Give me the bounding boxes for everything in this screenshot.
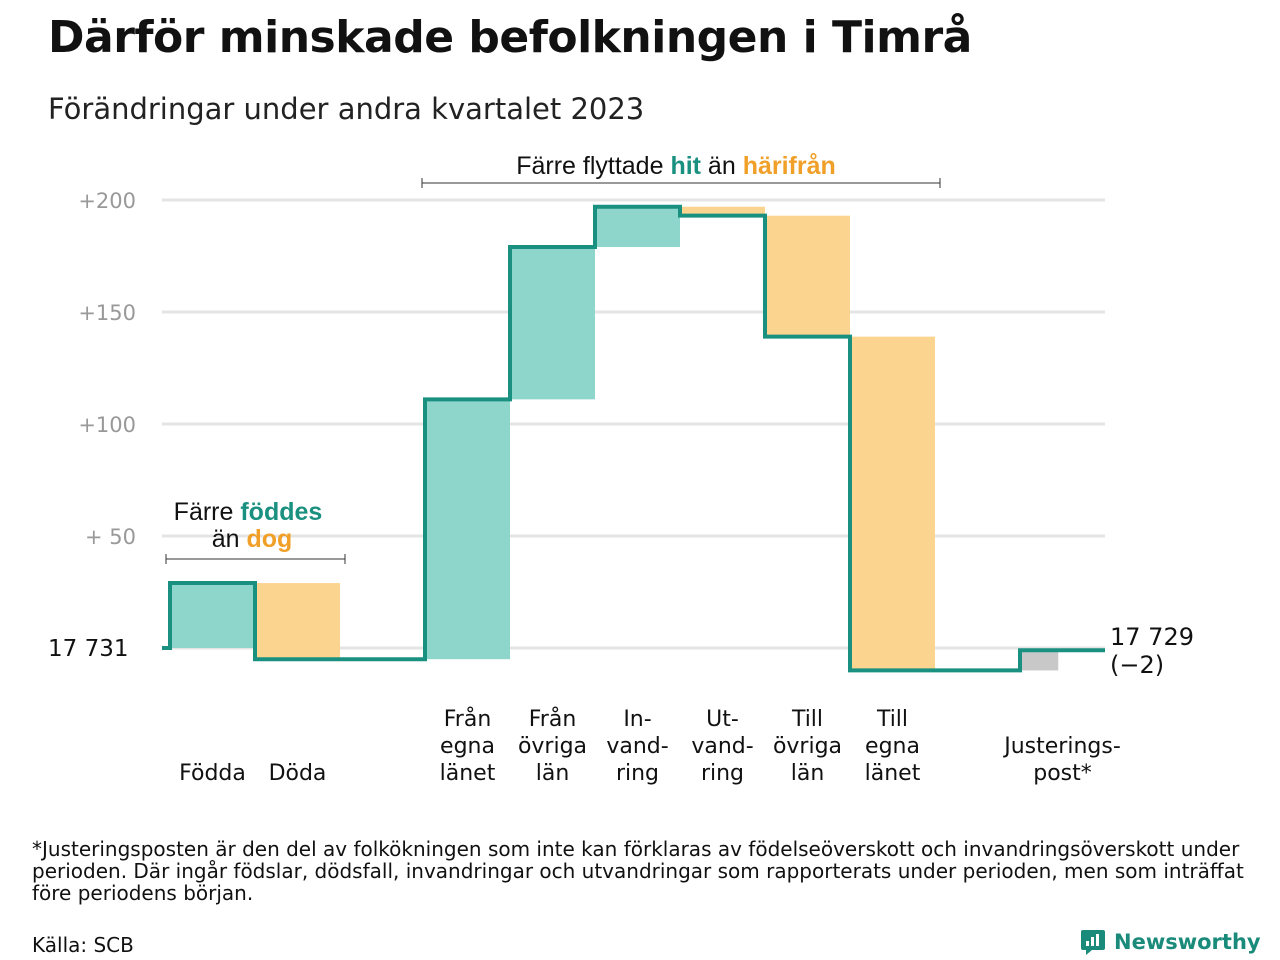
brand: Newsworthy	[1080, 928, 1261, 956]
category-label: egna	[865, 734, 920, 759]
category-label: övriga	[518, 734, 587, 759]
category-label: länet	[865, 761, 921, 786]
source-label: Källa: SCB	[32, 933, 134, 957]
waterfall-bar	[595, 206, 680, 248]
end-change-label: (−2)	[1110, 651, 1164, 679]
category-label: vand-	[606, 734, 668, 759]
category-label: post*	[1033, 761, 1092, 786]
category-label: Ut-	[706, 707, 739, 732]
category-label: Från	[529, 706, 577, 732]
waterfall-bar	[170, 583, 255, 648]
migration-annotation: Färre flyttade hit än härifrån	[516, 152, 836, 180]
start-value-label: 17 731	[48, 636, 128, 662]
y-tick-label: +100	[78, 413, 136, 437]
page-subtitle: Förändringar under andra kvartalet 2023	[48, 92, 645, 126]
y-tick-label: +150	[78, 301, 136, 325]
category-label: Till	[876, 707, 908, 732]
category-label: ring	[616, 761, 659, 786]
category-label: Justerings-	[1002, 734, 1121, 759]
category-label: Döda	[269, 761, 327, 786]
category-label: länet	[440, 761, 496, 786]
waterfall-bar	[765, 215, 850, 337]
waterfall-bar	[680, 206, 765, 216]
category-label: Från	[444, 706, 492, 732]
category-label: Födda	[179, 761, 246, 786]
category-label: Till	[791, 707, 823, 732]
y-tick-label: +200	[78, 189, 136, 213]
waterfall-bar	[425, 399, 510, 660]
cumulative-line	[162, 204, 1105, 673]
category-label: län	[791, 761, 825, 786]
end-value-label: 17 729	[1110, 623, 1194, 651]
births-annotation: Färre föddes	[174, 498, 323, 526]
category-label: övriga	[773, 734, 842, 759]
newsworthy-logo-icon	[1081, 930, 1105, 955]
category-label: ring	[701, 761, 744, 786]
waterfall-bar	[255, 583, 340, 660]
category-label: vand-	[691, 734, 753, 759]
births-annotation-line2: än dog	[212, 525, 293, 553]
page-title: Därför minskade befolkningen i Timrå	[48, 12, 972, 63]
waterfall-bar	[510, 247, 595, 400]
category-label: län	[536, 761, 570, 786]
category-label: egna	[440, 734, 495, 759]
category-label: In-	[623, 707, 651, 732]
brand-name: Newsworthy	[1114, 930, 1261, 954]
waterfall-bar	[850, 336, 935, 671]
waterfall-bar	[1020, 650, 1059, 671]
footnote: *Justeringsposten är den del av folkökni…	[32, 837, 1244, 905]
y-tick-label: + 50	[85, 525, 136, 549]
